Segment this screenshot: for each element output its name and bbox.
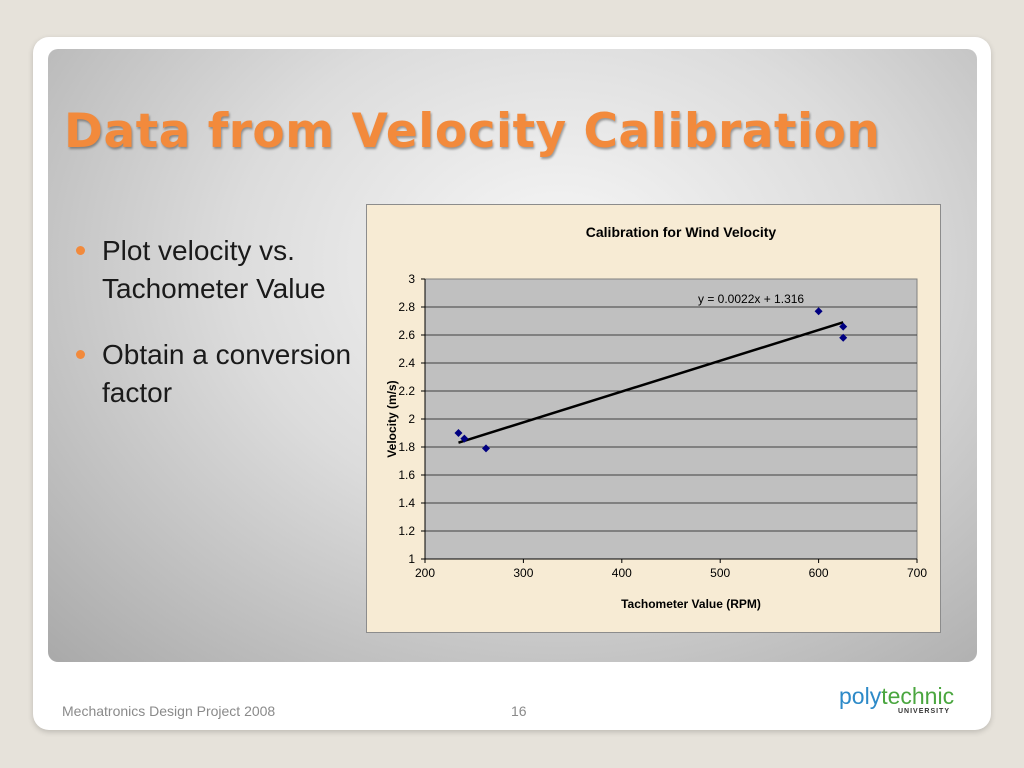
- x-tick-label: 700: [907, 566, 927, 580]
- page-number: 16: [511, 703, 527, 719]
- y-tick-label: 1: [408, 552, 415, 566]
- y-tick-label: 2.4: [398, 356, 415, 370]
- x-tick-label: 200: [415, 566, 435, 580]
- bullet-item: Plot velocity vs. Tachometer Value: [72, 232, 362, 308]
- logo-wordmark: polytechnic: [839, 684, 954, 708]
- y-tick-label: 2.2: [398, 384, 415, 398]
- logo-subtitle: UNIVERSITY: [898, 708, 951, 715]
- logo-part2: technic: [881, 683, 955, 709]
- slide-title: Data from Velocity Calibration: [64, 104, 881, 159]
- trendline-equation: y = 0.0022x + 1.316: [698, 292, 804, 306]
- y-tick-label: 1.4: [398, 496, 415, 510]
- y-tick-label: 2.8: [398, 300, 415, 314]
- bullet-list: Plot velocity vs. Tachometer Value Obtai…: [72, 232, 362, 440]
- chart-title: Calibration for Wind Velocity: [586, 224, 777, 240]
- x-tick-label: 600: [809, 566, 829, 580]
- bullet-dot-icon: [76, 350, 85, 359]
- x-tick-label: 400: [612, 566, 632, 580]
- university-logo: polytechnic UNIVERSITY: [828, 676, 982, 724]
- y-tick-label: 1.2: [398, 524, 415, 538]
- data-point: [839, 322, 848, 331]
- x-tick-label: 500: [710, 566, 730, 580]
- bullet-item: Obtain a conversion factor: [72, 336, 362, 412]
- bullet-dot-icon: [76, 246, 85, 255]
- data-point: [814, 307, 823, 316]
- data-point: [460, 434, 469, 443]
- trendline: [458, 321, 844, 444]
- data-point: [482, 444, 491, 453]
- data-point: [454, 429, 463, 437]
- y-tick-label: 1.8: [398, 440, 415, 454]
- x-axis-label: Tachometer Value (RPM): [621, 597, 761, 611]
- x-tick-label: 300: [513, 566, 533, 580]
- y-tick-label: 1.6: [398, 468, 415, 482]
- footer-project: Mechatronics Design Project 2008: [62, 703, 276, 719]
- chart-svg: Calibration for Wind Velocity 1 1.2 1.4 1.6…: [385, 224, 927, 611]
- bullet-text: Obtain a conversion factor: [102, 339, 352, 408]
- y-tick-label: 2.6: [398, 328, 415, 342]
- logo-part1: poly: [839, 683, 882, 709]
- calibration-chart: Calibration for Wind Velocity 1 1.2 1.4 1.6…: [366, 204, 941, 633]
- bullet-text: Plot velocity vs. Tachometer Value: [102, 235, 326, 304]
- y-axis-label: Velocity (m/s): [385, 380, 399, 457]
- y-tick-label: 3: [408, 272, 415, 286]
- y-tick-label: 2: [408, 412, 415, 426]
- data-point: [839, 333, 848, 342]
